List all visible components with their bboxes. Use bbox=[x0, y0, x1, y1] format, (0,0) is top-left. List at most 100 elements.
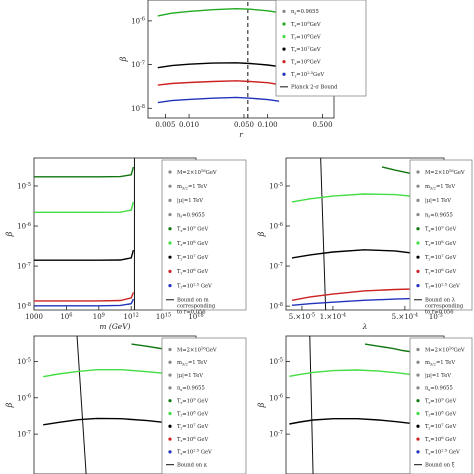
x-tick-label: 106 bbox=[60, 312, 72, 321]
legend-dot-marker bbox=[168, 360, 172, 364]
y-axis-label: β bbox=[257, 402, 266, 408]
plot-area bbox=[289, 336, 413, 474]
legend-dot-marker bbox=[168, 437, 172, 441]
panel-top: 10-8 10-7 10-6 0.005 0.010 0.050 0.100 0.500 β r bbox=[119, 0, 335, 139]
legend-dot-marker bbox=[168, 170, 172, 174]
legend-entry: m3/2=1 TeV bbox=[177, 360, 207, 366]
legend-entry: Bound on κ bbox=[177, 462, 208, 468]
x-tick-label: 0.010 bbox=[179, 121, 199, 129]
y-tick-label: 10-6 bbox=[269, 222, 283, 231]
legend-dot-marker bbox=[282, 22, 286, 26]
legend-box bbox=[409, 337, 473, 474]
legend: M=2×1016GeV m3/2=1 TeV |μ|=1 TeV ns=0.9655 T… bbox=[409, 337, 473, 474]
plot-area bbox=[34, 158, 135, 310]
legend-dot-marker bbox=[168, 212, 172, 217]
legend-dot-marker bbox=[416, 198, 420, 202]
legend-dot-marker bbox=[416, 184, 420, 188]
y-tick-label: 10-7 bbox=[269, 430, 283, 439]
legend: M=2×1016GeV m3/2=1 TeV |μ|=1 TeV ns=0.9655 T… bbox=[409, 159, 473, 316]
x-tick-label: 10-3 bbox=[429, 312, 443, 321]
series-line bbox=[157, 96, 280, 104]
series-line bbox=[157, 7, 280, 17]
x-axis-label: m (GeV) bbox=[99, 322, 130, 331]
x-tick-label: 1000 bbox=[25, 313, 43, 321]
panel-bottom-right: 10-7 10-6 10-5 β bbox=[257, 335, 445, 474]
legend-entry: Tr=109 GeV bbox=[425, 226, 456, 233]
legend-dot-marker bbox=[282, 60, 286, 64]
legend-dot-marker bbox=[282, 9, 286, 13]
legend-dot-marker bbox=[168, 241, 172, 245]
y-tick-label: 10-8 bbox=[269, 302, 283, 311]
x-tick-label: 1.×10-4 bbox=[320, 312, 346, 321]
legend-dot-marker bbox=[282, 72, 286, 76]
y-axis-label: β bbox=[257, 231, 266, 237]
plot-area bbox=[157, 0, 280, 118]
legend-dot-marker bbox=[282, 47, 286, 51]
series-line bbox=[34, 201, 135, 214]
y-axis-label: β bbox=[5, 402, 14, 408]
legend-entry: M=2×1016GeV bbox=[425, 169, 465, 176]
legend-entry: ns=0.9655 bbox=[425, 212, 453, 218]
legend-entry: Tr=107 GeV bbox=[177, 423, 208, 430]
legend-entry: Tr=109 GeV bbox=[177, 398, 208, 405]
y-tick-label: 10-6 bbox=[269, 394, 283, 403]
y-tick-label: 10-5 bbox=[269, 182, 283, 191]
legend-entry: |μ|=1 TeV bbox=[425, 373, 451, 379]
y-tick-label: 10-8 bbox=[17, 302, 31, 311]
legend-dot-marker bbox=[168, 373, 172, 377]
legend-entry: Tr=102.5 GeV bbox=[425, 282, 460, 289]
y-tick-label: 10-7 bbox=[131, 60, 145, 69]
x-tick-label: 5.×10-4 bbox=[392, 312, 418, 321]
series-line bbox=[34, 249, 135, 261]
x-axis-label: r bbox=[239, 130, 243, 139]
legend-entry: ns=0.9655 bbox=[177, 386, 205, 392]
legend-entry: Tr=106 GeV bbox=[425, 436, 456, 443]
legend-entry: ns=0.9655 bbox=[425, 386, 453, 392]
legend-entry: ns=0.9655 bbox=[177, 212, 205, 218]
legend-entry: Tr=102.5 GeV bbox=[177, 282, 212, 289]
y-tick-label: 10-6 bbox=[17, 394, 31, 403]
bound-line bbox=[309, 336, 314, 474]
legend-entry: M=2×1016GeV bbox=[177, 169, 217, 176]
legend-entry: Tr=106 GeV bbox=[177, 436, 208, 443]
legend-box bbox=[161, 337, 247, 474]
legend-dot-marker bbox=[282, 34, 286, 39]
legend-entry: m3/2=1 TeV bbox=[177, 184, 207, 190]
legend: M=2×1016GeV m3/2=1 TeV |μ|=1 TeV ns=0.9655 T… bbox=[161, 159, 247, 316]
legend-dot-marker bbox=[416, 283, 420, 288]
legend-entry: Tr=109 GeV bbox=[177, 226, 208, 233]
legend-dot-marker bbox=[168, 184, 172, 188]
legend-entry: m3/2=1 TeV bbox=[425, 360, 455, 366]
series-line bbox=[289, 418, 413, 425]
legend-dot-marker bbox=[416, 170, 420, 174]
legend-entry: Tr=108 GeV bbox=[425, 410, 456, 417]
x-tick-label: 0.005 bbox=[155, 121, 175, 129]
legend-dot-marker bbox=[416, 227, 420, 231]
bound-line bbox=[320, 158, 327, 310]
legend-dot-marker bbox=[416, 399, 420, 403]
legend-dot-marker bbox=[416, 411, 420, 416]
legend-entry: Tr=108 GeV bbox=[177, 240, 208, 247]
legend-entry: Tr=107 GeV bbox=[177, 254, 208, 261]
legend-dot-marker bbox=[416, 255, 420, 259]
bound-line bbox=[76, 336, 87, 474]
legend-dot-marker bbox=[416, 347, 420, 352]
legend-entry: Tr=106 GeV bbox=[425, 268, 456, 275]
legend-dot-marker bbox=[168, 411, 172, 416]
series-line bbox=[34, 298, 135, 307]
legend-dot-marker bbox=[416, 386, 420, 390]
x-tick-label: 5.×10-5 bbox=[289, 312, 315, 321]
y-tick-label: 10-6 bbox=[131, 17, 145, 26]
legend-entry: Tr=102.5 GeV bbox=[177, 449, 212, 456]
legend-dot-marker bbox=[416, 373, 420, 377]
legend-entry: Tr=107GeV bbox=[291, 46, 321, 53]
legend-box bbox=[409, 159, 473, 311]
y-tick-label: 10-8 bbox=[131, 104, 145, 113]
legend-box bbox=[161, 159, 247, 311]
y-tick-label: 10-5 bbox=[17, 357, 31, 366]
y-tick-label: 10-5 bbox=[269, 357, 283, 366]
legend-dot-marker bbox=[416, 450, 420, 454]
legend-dot-marker bbox=[416, 241, 420, 245]
y-tick-label: 10-7 bbox=[17, 262, 31, 271]
